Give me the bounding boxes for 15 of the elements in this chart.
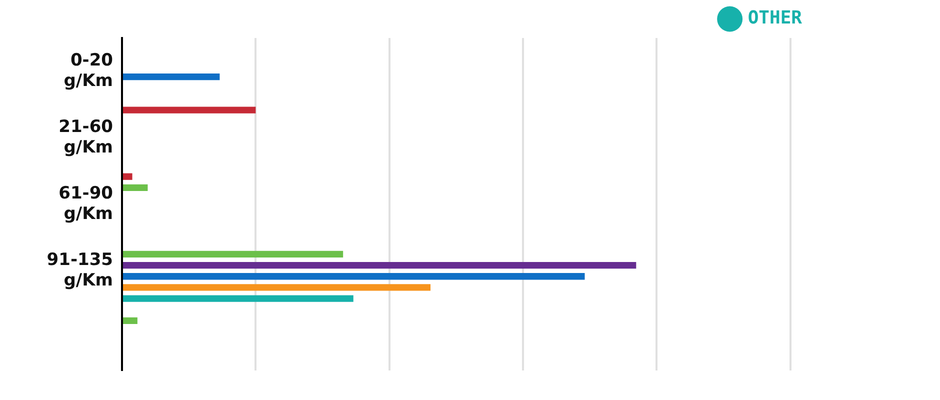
y-tick-label: 21-60 g/Km: [58, 117, 114, 158]
y-tick-label: 0-20 g/Km: [64, 50, 114, 91]
legend-label: OTHER: [748, 8, 802, 29]
bar: [123, 106, 256, 114]
bar: [123, 284, 430, 291]
bar: [123, 295, 354, 302]
bar: [123, 250, 344, 258]
bar: [123, 173, 132, 180]
bar: [123, 73, 220, 80]
bar: [123, 184, 148, 191]
bar: [123, 317, 138, 324]
y-tick-label: 91-135 g/Km: [46, 250, 113, 290]
y-tick-label: 61-90 g/Km: [58, 184, 114, 224]
bar: [123, 273, 585, 280]
bar: [123, 262, 636, 269]
